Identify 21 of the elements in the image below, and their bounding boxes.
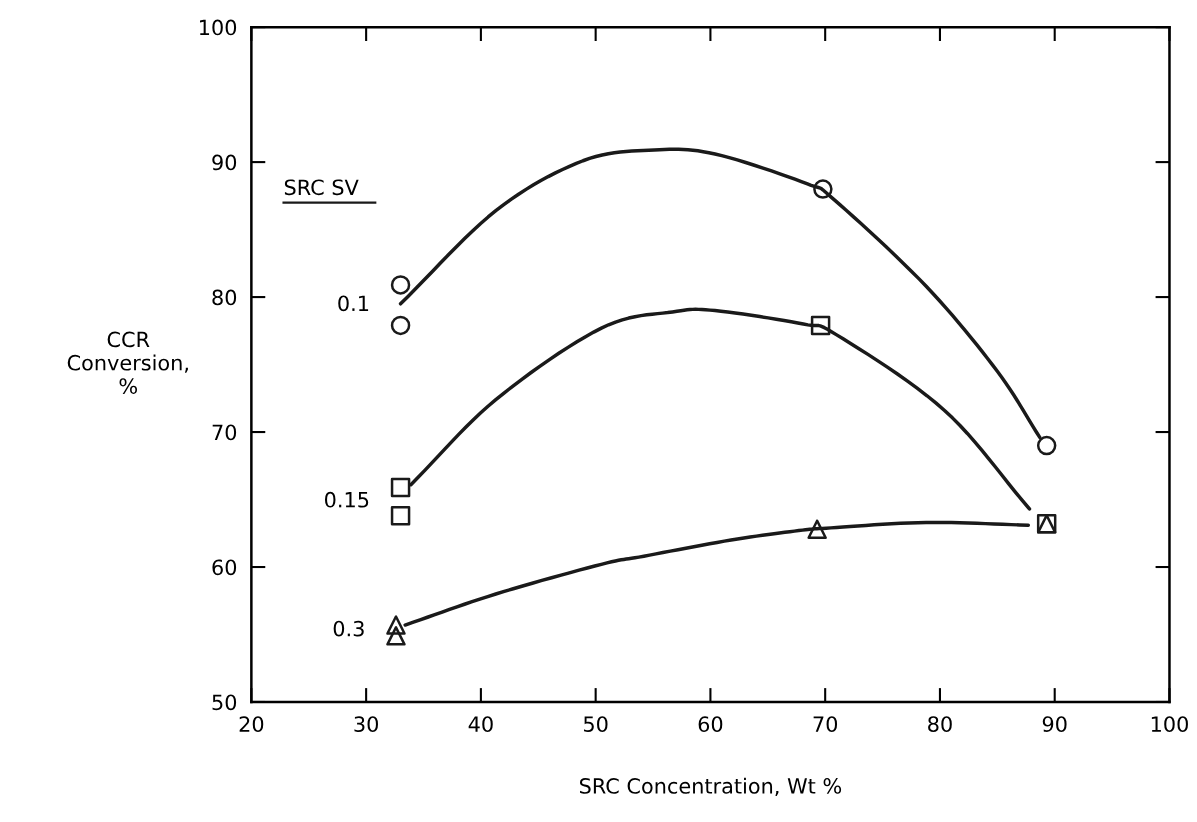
x-tick-label: 70 [813, 716, 838, 732]
y-tick-label: 90 [212, 154, 237, 171]
series-label: 0.3 [333, 620, 364, 637]
y-tick-label: 60 [212, 559, 237, 576]
y-axis-title: CCR Conversion, % [67, 331, 188, 394]
x-tick-label: 20 [239, 716, 264, 732]
x-tick-label: 90 [1042, 716, 1067, 732]
series-label: 0.15 [324, 491, 369, 508]
y-tick-label: 80 [212, 289, 237, 306]
series-label: 0.1 [338, 295, 369, 312]
x-tick-label: 100 [1151, 716, 1188, 732]
x-tick-label: 50 [584, 716, 608, 732]
y-tick-label: 50 [212, 694, 237, 711]
y-tick-label: 70 [212, 424, 237, 441]
x-tick-label: 80 [928, 716, 952, 732]
y-tick-label: 100 [200, 19, 237, 36]
x-tick-label: 60 [698, 716, 723, 732]
legend-title: SRC SV [284, 179, 359, 196]
x-tick-label: 40 [468, 716, 493, 732]
x-tick-label: 30 [354, 716, 378, 732]
x-axis-title: SRC Concentration, Wt % [579, 777, 842, 796]
